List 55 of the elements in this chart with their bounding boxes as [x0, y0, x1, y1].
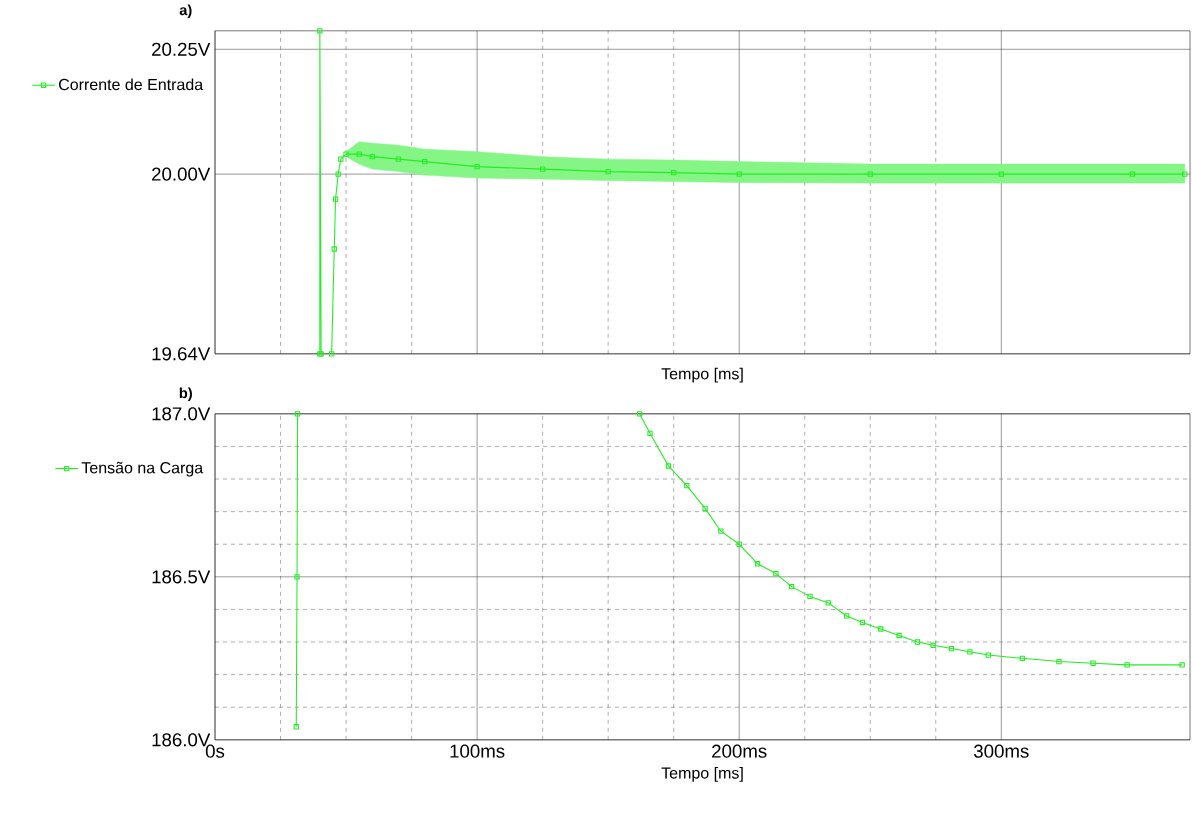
point	[967, 649, 973, 655]
legend-label: Tensão na Carga	[81, 461, 204, 477]
point	[605, 169, 611, 175]
point	[914, 639, 921, 645]
point	[317, 28, 323, 34]
x-tick-label: 200ms	[712, 744, 767, 758]
point	[636, 411, 643, 417]
point	[539, 166, 546, 172]
point	[1129, 171, 1136, 177]
point	[754, 561, 761, 567]
point	[647, 430, 653, 437]
point	[867, 171, 873, 177]
point	[1056, 658, 1062, 665]
point	[1019, 655, 1025, 662]
y-tick-label: 187.0V	[152, 407, 211, 421]
point	[930, 642, 936, 649]
point	[773, 570, 779, 577]
point	[294, 411, 301, 417]
chart-title: a)	[179, 4, 192, 19]
point	[843, 613, 850, 619]
x-axis-title: Tempo [ms]	[661, 367, 743, 383]
point	[998, 171, 1004, 177]
x-tick-label: 300ms	[974, 744, 1029, 758]
legend-label: Corrente de Entrada	[59, 78, 204, 91]
point	[702, 505, 708, 512]
chart-title: b)	[179, 387, 192, 402]
point	[718, 528, 724, 534]
point	[369, 154, 375, 160]
point	[328, 351, 335, 357]
y-tick-label: 186.5V	[152, 570, 211, 584]
x-tick-label: 100ms	[450, 744, 505, 758]
point	[665, 463, 672, 469]
point	[332, 196, 339, 202]
point	[985, 652, 991, 658]
point	[736, 541, 742, 547]
point	[878, 626, 884, 632]
point	[343, 151, 349, 157]
point	[395, 156, 402, 162]
point	[896, 632, 902, 639]
point	[807, 593, 813, 600]
point	[684, 482, 690, 489]
y-tick-label: 19.64V	[152, 347, 211, 361]
point	[335, 171, 341, 177]
point	[338, 156, 344, 162]
x-axis-title: Tempo [ms]	[661, 767, 743, 782]
point	[356, 151, 362, 157]
point	[825, 600, 831, 606]
point	[294, 574, 300, 580]
point	[1124, 662, 1130, 668]
point	[1090, 660, 1096, 666]
y-tick-label: 20.00V	[152, 167, 211, 181]
point	[331, 246, 337, 252]
point	[736, 171, 742, 177]
y-tick-label: 20.25V	[152, 42, 211, 56]
point	[474, 164, 480, 170]
